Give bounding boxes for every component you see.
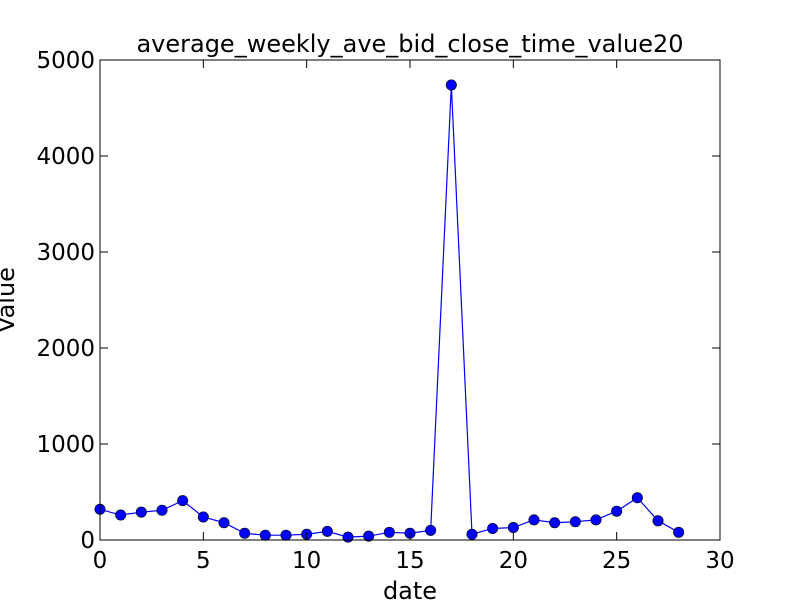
x-tick-label: 5	[196, 548, 211, 574]
data-point	[590, 514, 602, 526]
plot-frame	[99, 59, 721, 541]
data-point	[115, 509, 127, 521]
data-point	[218, 517, 230, 529]
data-point	[549, 517, 561, 529]
data-point	[445, 79, 457, 91]
y-tick-label: 3000	[36, 240, 95, 266]
x-tick-label: 0	[93, 548, 108, 574]
data-point	[528, 514, 540, 526]
x-axis-label: date	[383, 577, 437, 600]
data-point	[239, 527, 251, 539]
x-tick-label: 20	[499, 548, 528, 574]
data-point	[197, 511, 209, 523]
y-tick-label: 1000	[36, 432, 95, 458]
data-point	[611, 505, 623, 517]
data-point	[259, 529, 271, 541]
data-point	[363, 530, 375, 542]
y-tick-label: 0	[80, 528, 95, 554]
data-point	[487, 522, 499, 534]
chart-marks-layer	[94, 79, 685, 543]
data-point	[673, 526, 685, 538]
y-tick-label: 5000	[36, 48, 95, 74]
y-tick-label: 2000	[36, 336, 95, 362]
y-axis-label: Value	[0, 267, 20, 333]
y-tick-label: 4000	[36, 144, 95, 170]
data-point	[321, 525, 333, 537]
x-tick-label: 10	[292, 548, 321, 574]
data-point	[383, 526, 395, 538]
data-point	[507, 522, 519, 534]
data-point	[280, 529, 292, 541]
data-point	[466, 528, 478, 540]
data-point	[425, 524, 437, 536]
x-tick-label: 30	[705, 548, 734, 574]
chart-title: average_weekly_ave_bid_close_time_value2…	[136, 30, 683, 58]
data-point	[177, 495, 189, 507]
data-point	[631, 492, 643, 504]
data-point	[569, 516, 581, 528]
series-line	[99, 84, 679, 538]
x-tick-label: 25	[602, 548, 631, 574]
x-tick-label: 15	[395, 548, 424, 574]
data-point	[342, 531, 354, 543]
data-point	[652, 515, 664, 527]
data-point	[156, 504, 168, 516]
data-point	[135, 506, 147, 518]
axis-ticks-layer: 0 5 10 15 20 25 30 0 1000 2000 3000 4000 5000	[36, 48, 734, 574]
